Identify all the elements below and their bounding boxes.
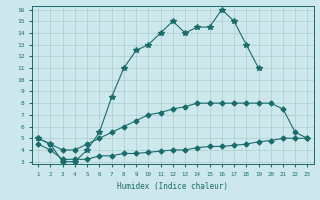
X-axis label: Humidex (Indice chaleur): Humidex (Indice chaleur) xyxy=(117,182,228,191)
